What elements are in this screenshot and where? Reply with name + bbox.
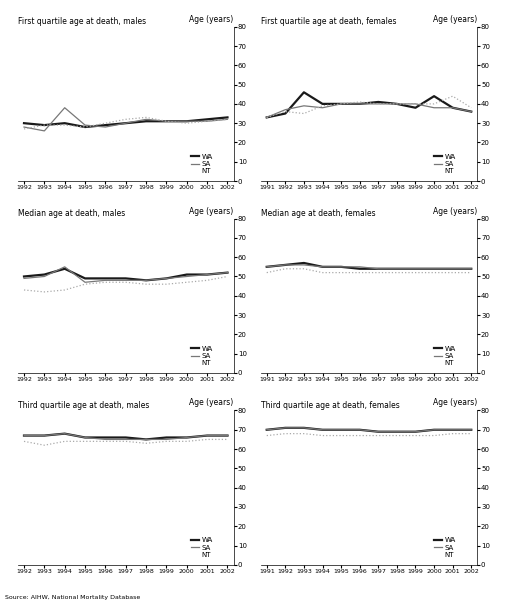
Text: First quartile age at death, females: First quartile age at death, females: [261, 17, 396, 26]
Text: Age (years): Age (years): [189, 398, 234, 407]
Text: Third quartile age at death, males: Third quartile age at death, males: [18, 401, 149, 410]
Legend: WA, SA, NT: WA, SA, NT: [434, 346, 456, 367]
Text: Age (years): Age (years): [433, 207, 477, 216]
Legend: WA, SA, NT: WA, SA, NT: [434, 154, 456, 174]
Text: Age (years): Age (years): [433, 398, 477, 407]
Text: Median age at death, males: Median age at death, males: [18, 209, 125, 218]
Text: Age (years): Age (years): [189, 14, 234, 23]
Legend: WA, SA, NT: WA, SA, NT: [190, 154, 213, 174]
Text: Age (years): Age (years): [189, 207, 234, 216]
Text: Median age at death, females: Median age at death, females: [261, 209, 376, 218]
Legend: WA, SA, NT: WA, SA, NT: [190, 346, 213, 367]
Text: Age (years): Age (years): [433, 14, 477, 23]
Legend: WA, SA, NT: WA, SA, NT: [190, 537, 213, 558]
Text: Source: AIHW, National Mortality Database: Source: AIHW, National Mortality Databas…: [5, 595, 140, 600]
Legend: WA, SA, NT: WA, SA, NT: [434, 537, 456, 558]
Text: Third quartile age at death, females: Third quartile age at death, females: [261, 401, 400, 410]
Text: First quartile age at death, males: First quartile age at death, males: [18, 17, 146, 26]
